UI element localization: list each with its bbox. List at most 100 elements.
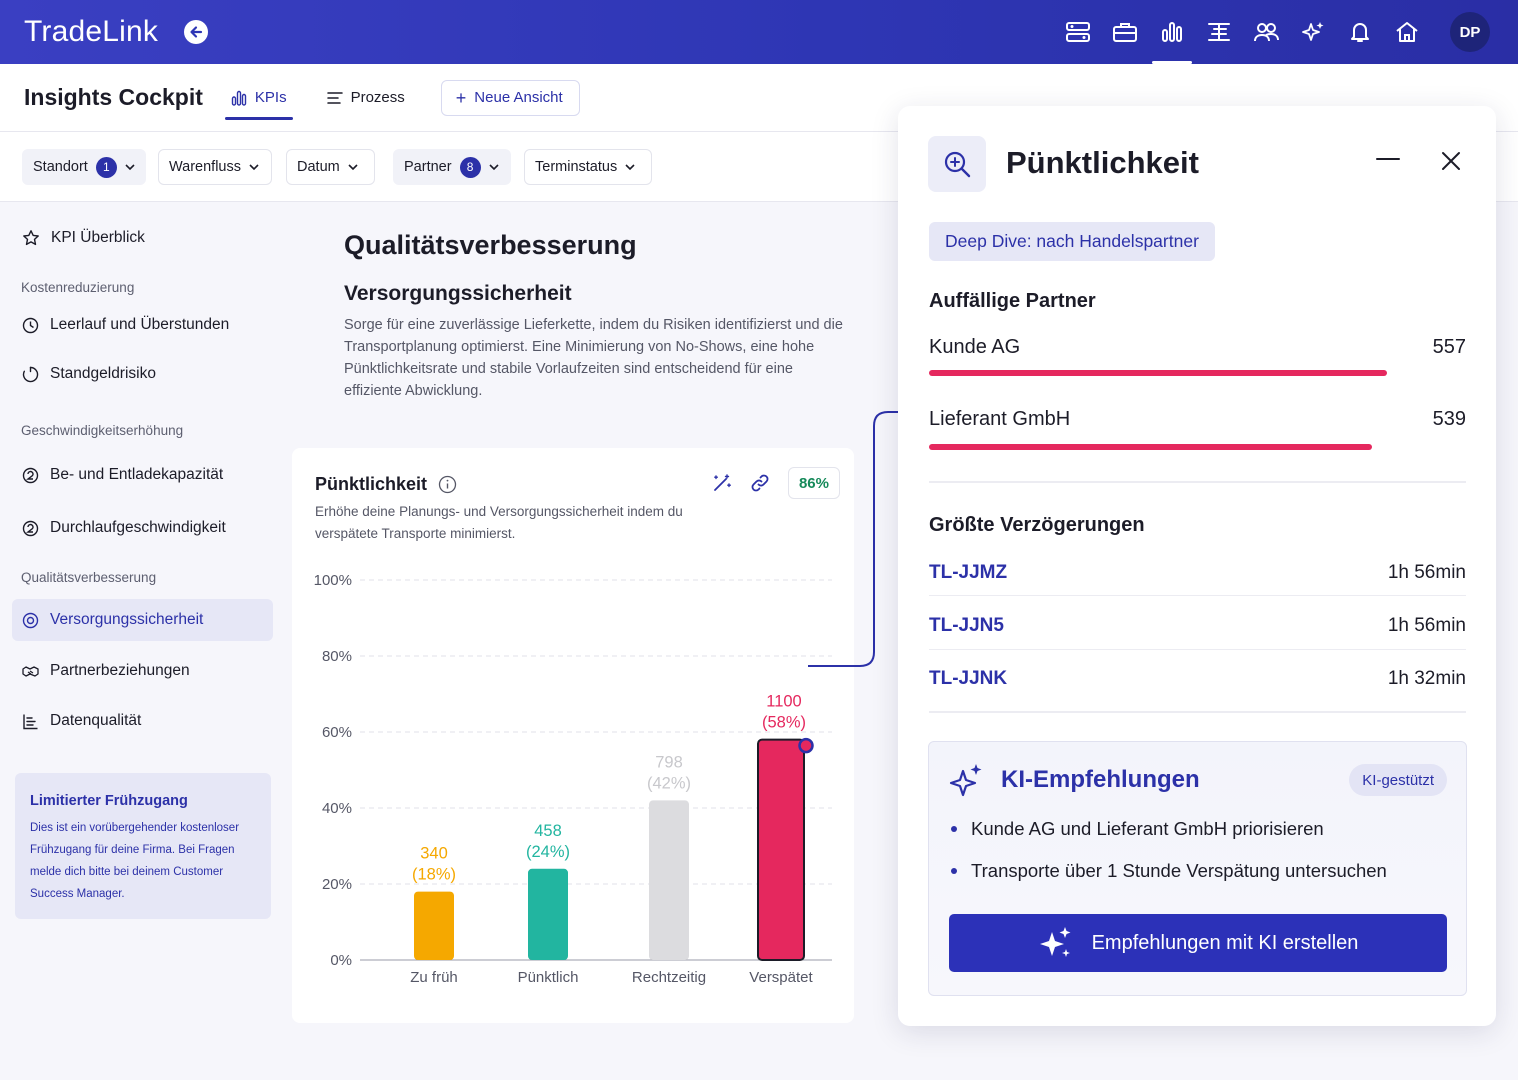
ai-recommendation-text: Transporte über 1 Stunde Verspätung unte…	[971, 860, 1387, 881]
ai-recommendation-item: Transporte über 1 Stunde Verspätung unte…	[951, 860, 1387, 882]
chevron-down-icon	[488, 163, 499, 170]
section-subtitle: Versorgungssicherheit	[344, 282, 572, 305]
deep-dive-chip[interactable]: Deep Dive: nach Handelspartner	[929, 222, 1215, 261]
bar-chart-icon[interactable]	[1152, 14, 1192, 64]
kpi-card-title-row: Pünktlichkeit	[315, 474, 457, 495]
home-icon[interactable]	[1389, 14, 1425, 50]
button-label: Empfehlungen mit KI erstellen	[1091, 931, 1359, 954]
sidebar-item-label: Datenqualität	[50, 712, 142, 729]
tab-prozess-label: Prozess	[350, 89, 405, 106]
kpi-card-title: Pünktlichkeit	[315, 474, 428, 494]
sparkle-ai-icon	[949, 764, 982, 797]
bar-rechtzeitig	[649, 800, 689, 960]
delay-transport-id[interactable]: TL-JJN5	[929, 615, 1004, 636]
sparkle-ai-icon[interactable]	[1295, 14, 1331, 50]
timeline-icon[interactable]	[1201, 14, 1237, 50]
delay-duration: 1h 56min	[1387, 615, 1466, 636]
partners-section-title: Auffällige Partner	[929, 290, 1096, 312]
delay-transport-id[interactable]: TL-JJMZ	[929, 562, 1008, 583]
bar-chart-icon	[231, 90, 247, 106]
early-access-notice: Limitierter Frühzugang Dies ist ein vorü…	[15, 773, 271, 919]
sidebar-section-title: Qualitätsverbesserung	[21, 570, 157, 585]
y-tick-label: 40%	[322, 800, 352, 817]
user-avatar[interactable]: DP	[1450, 12, 1490, 52]
drilldown-connector	[808, 411, 900, 667]
delay-transport-id[interactable]: TL-JJNK	[929, 668, 1008, 689]
partner-name[interactable]: Kunde AG	[929, 336, 1021, 358]
data-label-count: 340	[420, 845, 448, 863]
kpi-card-description: Erhöhe deine Planungs- und Versorgungssi…	[315, 504, 683, 541]
y-tick-label: 80%	[322, 648, 352, 665]
ai-recommendation-item: Kunde AG und Lieferant GmbH priorisieren	[951, 818, 1324, 840]
tab-prozess[interactable]: Prozess	[326, 64, 405, 132]
sidebar-item-supply-security[interactable]: Versorgungssicherheit	[12, 599, 273, 641]
y-tick-label: 60%	[322, 724, 352, 741]
timer-icon	[22, 366, 39, 382]
sidebar-item-label: Partnerbeziehungen	[50, 662, 190, 679]
filter-terminstatus[interactable]: Terminstatus	[524, 149, 652, 185]
info-icon[interactable]	[438, 475, 457, 494]
partners-icon[interactable]	[1248, 14, 1284, 50]
data-label-percent: (42%)	[647, 774, 691, 792]
sidebar-item-idle-overtime[interactable]: Leerlauf und Überstunden	[12, 304, 273, 346]
minimize-icon[interactable]	[1375, 146, 1401, 172]
back-arrow-icon[interactable]	[184, 20, 209, 44]
partner-name[interactable]: Lieferant GmbH	[929, 408, 1071, 430]
y-tick-label: 100%	[314, 572, 352, 589]
toolbox-icon[interactable]	[1107, 14, 1143, 50]
x-tick-label: Pünktlich	[518, 969, 579, 986]
promo-title: Limitierter Frühzugang	[30, 793, 188, 809]
bar-verspätet	[757, 738, 805, 961]
delay-duration: 1h 56min	[1387, 562, 1466, 583]
chevron-down-icon	[249, 163, 259, 170]
layers-icon[interactable]	[1060, 14, 1096, 50]
sparkle-icon	[1039, 927, 1071, 957]
sidebar-item-throughput-speed[interactable]: Durchlaufgeschwindigkeit	[12, 507, 273, 549]
new-view-button[interactable]: + Neue Ansicht	[440, 79, 580, 116]
y-tick-label: 0%	[330, 952, 352, 969]
clock-icon	[22, 317, 39, 333]
divider	[929, 481, 1466, 483]
data-label-percent: (58%)	[762, 714, 806, 732]
y-tick-label: 20%	[322, 876, 352, 893]
sidebar-item-data-quality[interactable]: Datenqualität	[12, 700, 273, 742]
sidebar-item-partner-relations[interactable]: Partnerbeziehungen	[12, 650, 273, 692]
sidebar-item-loading-capacity[interactable]: Be- und Entladekapazität	[12, 454, 273, 496]
x-tick-label: Zu früh	[410, 969, 458, 986]
sidebar-item-kpi-overview[interactable]: KPI Überblick	[12, 217, 273, 259]
filter-label: Datum	[297, 159, 340, 175]
notification-bell-icon[interactable]	[1342, 14, 1378, 50]
filter-standort[interactable]: Standort 1	[22, 149, 146, 185]
link-icon[interactable]	[750, 473, 770, 493]
tab-kpis[interactable]: KPIs	[224, 64, 293, 132]
kpi-card-punctuality[interactable]: Pünktlichkeit Erhöhe deine Planungs- und…	[292, 448, 854, 1023]
filter-partner[interactable]: Partner 8	[393, 149, 511, 185]
section-title: Qualitätsverbesserung	[344, 230, 637, 260]
sidebar-section-title: Geschwindigkeitserhöhung	[21, 423, 184, 438]
divider	[929, 711, 1466, 713]
close-icon[interactable]	[1438, 148, 1464, 174]
data-label-count: 458	[534, 822, 562, 840]
selected-bar-marker	[798, 737, 814, 754]
generate-ai-recommendations-button[interactable]: Empfehlungen mit KI erstellen	[949, 914, 1447, 972]
filter-count-badge: 1	[95, 156, 117, 178]
sidebar-item-label: Leerlauf und Überstunden	[50, 316, 230, 333]
ai-badge: KI-gestützt	[1349, 764, 1447, 796]
bar-zu-früh	[414, 891, 454, 960]
zoom-in-icon	[928, 136, 986, 192]
brand-logo[interactable]: TradeLink	[24, 15, 159, 48]
chevron-down-icon	[125, 163, 135, 170]
chevron-down-icon	[348, 163, 358, 170]
sidebar: KPI Überblick Kostenreduzierung Leerlauf…	[0, 202, 285, 1080]
top-navigation-bar: TradeLink DP	[0, 0, 1518, 64]
sidebar-item-label: KPI Überblick	[51, 229, 145, 246]
magic-wand-icon[interactable]	[712, 473, 732, 493]
sidebar-item-label: Durchlaufgeschwindigkeit	[50, 519, 226, 536]
divider	[929, 595, 1466, 596]
filter-datum[interactable]: Datum	[286, 149, 375, 185]
filter-warenfluss[interactable]: Warenfluss	[158, 149, 272, 185]
filter-count-badge: 8	[459, 156, 481, 178]
sidebar-item-demurrage-risk[interactable]: Standgeldrisiko	[12, 353, 273, 395]
delay-duration: 1h 32min	[1387, 668, 1466, 689]
bar-pünktlich	[528, 868, 568, 960]
